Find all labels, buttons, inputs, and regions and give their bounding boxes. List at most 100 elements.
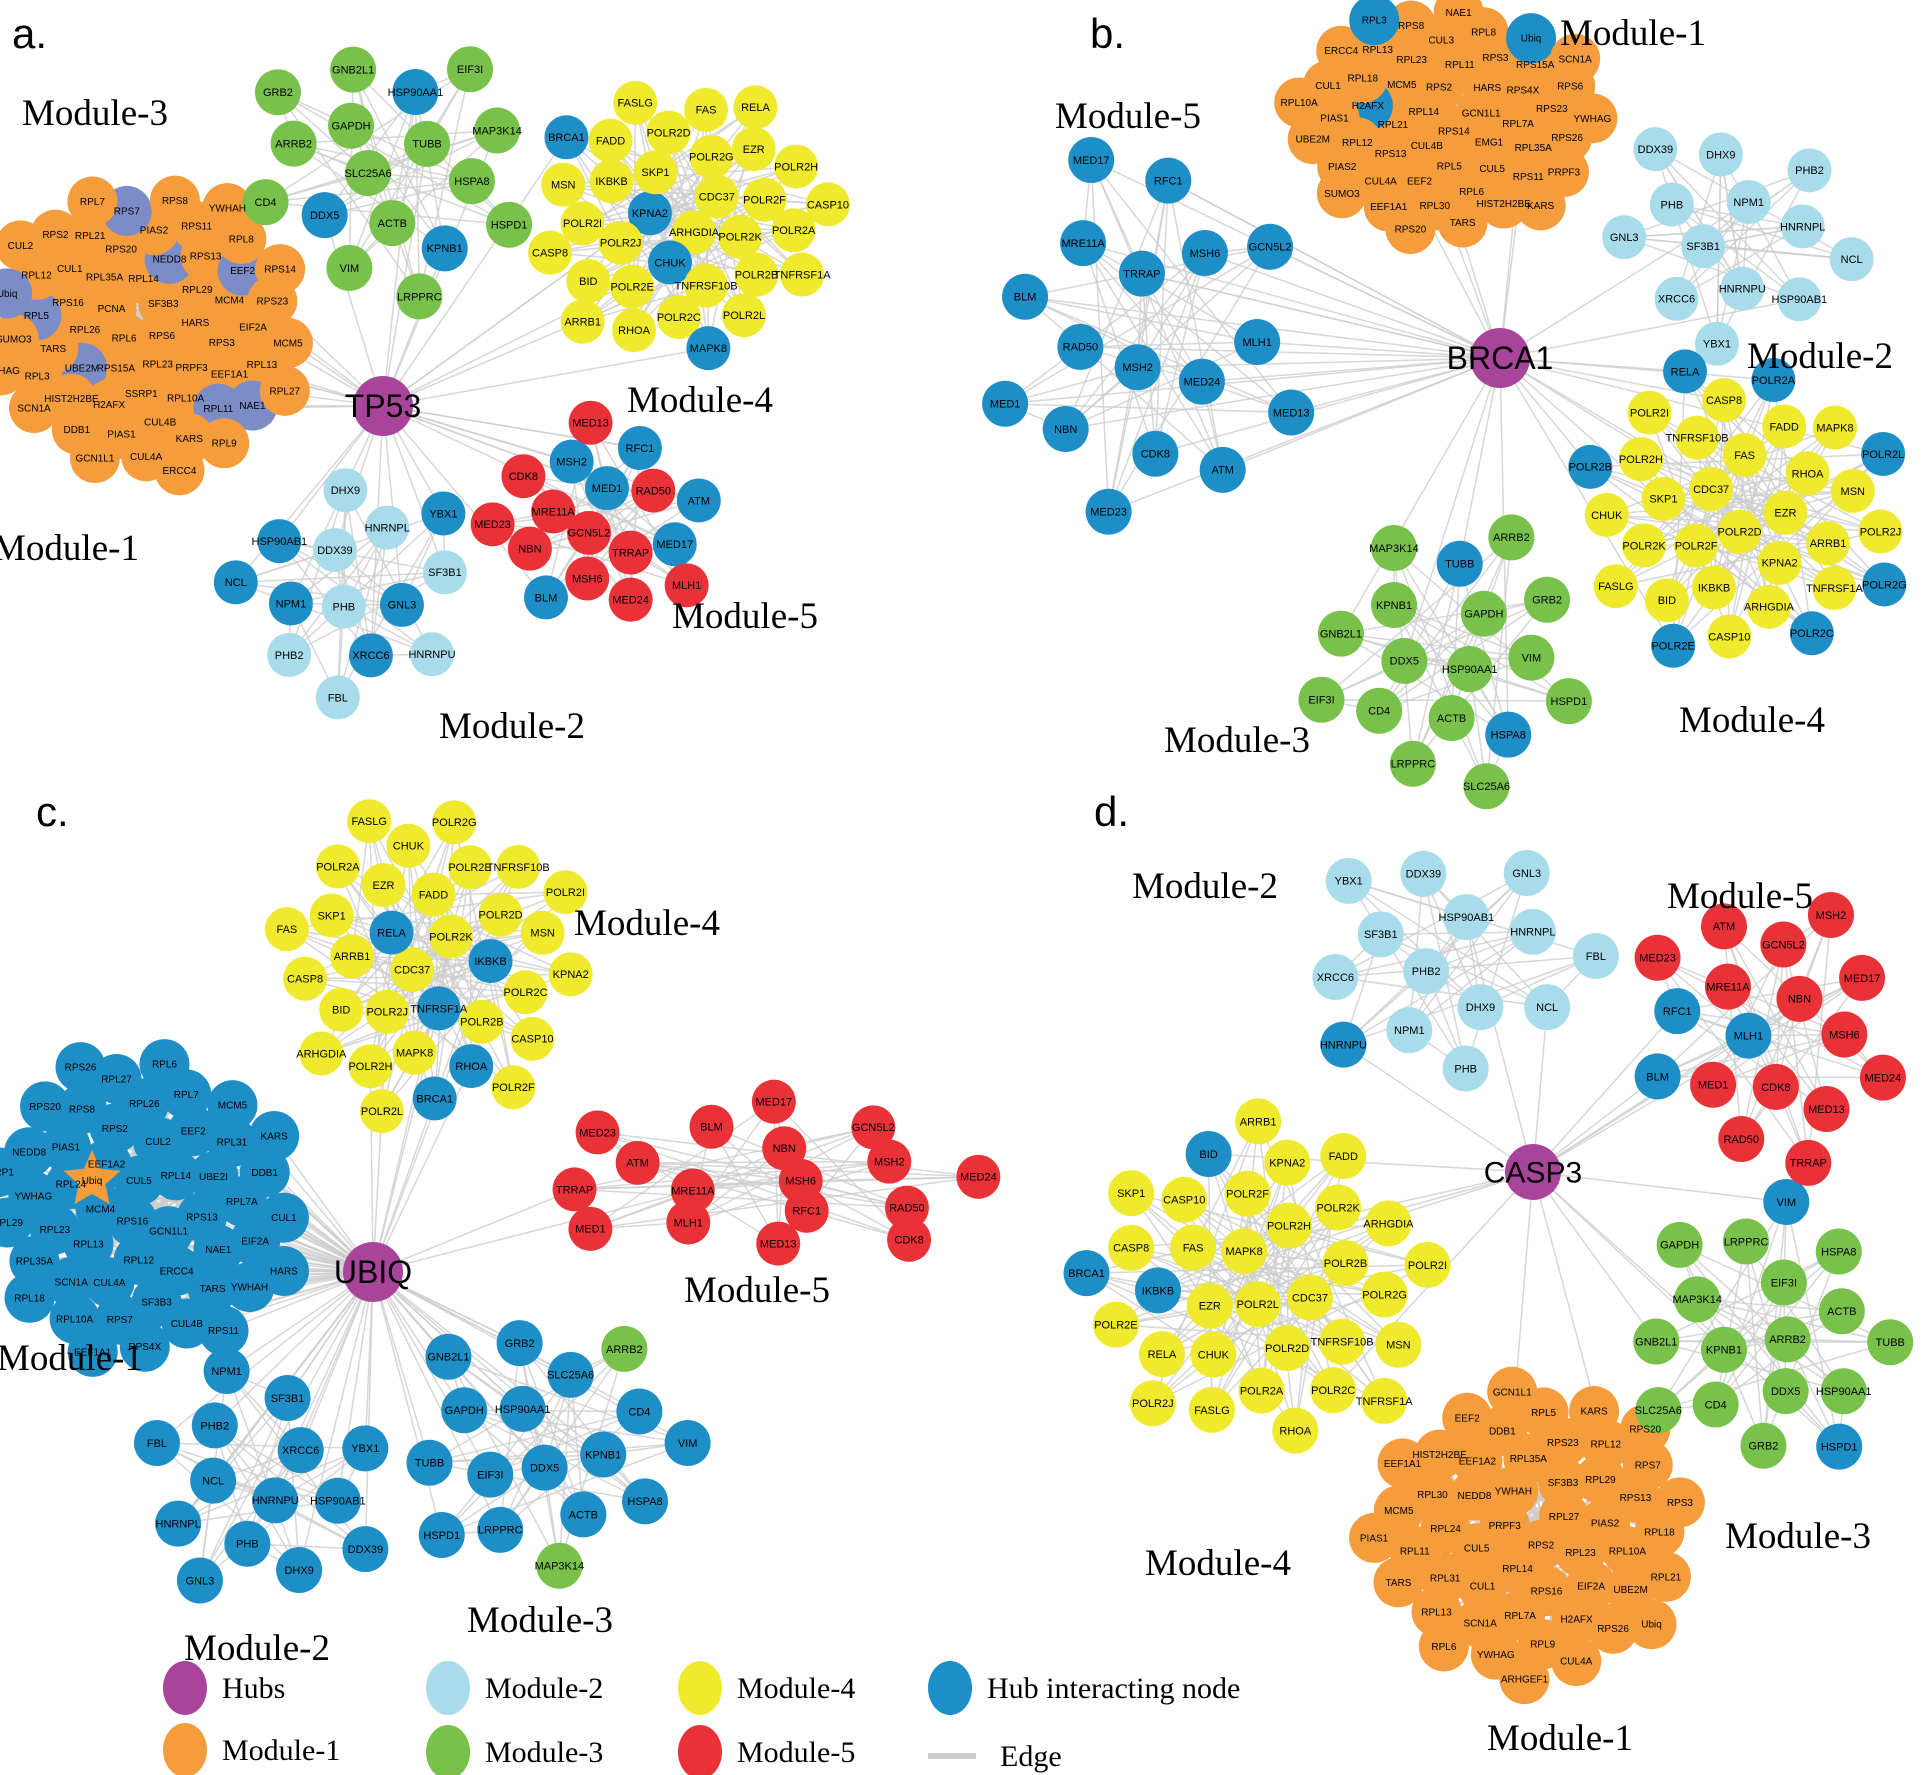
network-node <box>1085 488 1132 535</box>
node-label: TNFRSF1A <box>1806 583 1864 595</box>
node-label: MAPK8 <box>1816 422 1853 434</box>
star-node <box>63 1150 121 1205</box>
network-node <box>1807 891 1854 938</box>
node-label: RPL18 <box>1644 1528 1675 1539</box>
network-node <box>1403 948 1450 995</box>
node-label: POLR2I <box>1408 1260 1447 1272</box>
edge <box>352 69 446 249</box>
node-label: RPS13 <box>1375 149 1407 160</box>
node-label: MSH2 <box>874 1156 905 1168</box>
network-node <box>1385 203 1436 254</box>
edge <box>1348 880 1481 1008</box>
node-label: HSP90AB1 <box>310 1496 366 1508</box>
node-label: PHB2 <box>1795 165 1824 177</box>
node-label: RPL18 <box>1347 74 1378 85</box>
network-node <box>633 150 678 195</box>
node-label: NEDD8 <box>1458 1491 1492 1502</box>
node-label: MSN <box>1386 1340 1411 1352</box>
node-label: POLR2H <box>1619 454 1663 466</box>
network-node <box>1442 1045 1489 1092</box>
network-node <box>627 191 672 236</box>
network-node <box>589 159 634 204</box>
network-node <box>202 183 253 234</box>
node-label: RPS16 <box>52 298 84 309</box>
node-label: YWHAG <box>0 366 20 377</box>
network-node <box>1443 894 1490 941</box>
node-label: PHB <box>236 1539 259 1551</box>
edge <box>235 405 384 583</box>
node-label: RPS11 <box>208 1326 239 1337</box>
labels-layer: RPS16 CUL5 GCN1L1 MCM4 RPL14 RPL12 EEF1A2 RPS13… <box>0 788 997 1669</box>
node-label: RPS20 <box>1395 224 1427 235</box>
node-label: GAPDH <box>1464 609 1503 621</box>
node-label: POLR2C <box>657 312 701 324</box>
network-node <box>1108 1170 1155 1217</box>
node-label: DDX39 <box>1406 869 1441 881</box>
network-node <box>548 952 593 997</box>
module-label: Module-5 <box>684 1270 830 1311</box>
network-node <box>396 273 443 320</box>
node-label: POLR2I <box>563 218 602 230</box>
network-node <box>262 318 313 369</box>
edge <box>1676 169 1811 300</box>
node-label: RPS8 <box>1398 21 1425 32</box>
network-node <box>731 127 776 172</box>
network-node <box>365 505 410 550</box>
node-label: Ubiq <box>1641 1620 1662 1631</box>
node-label: RPL6 <box>1459 187 1484 198</box>
network-node <box>1649 182 1694 227</box>
node-label: BRCA1 <box>548 132 585 144</box>
network-node <box>277 1427 324 1474</box>
node-label: EEF1A1 <box>1370 202 1408 213</box>
node-label: FAS <box>1734 450 1755 462</box>
network-node <box>568 1206 613 1251</box>
network-node <box>584 466 629 511</box>
network-node <box>1320 1133 1367 1180</box>
node-label: RAD50 <box>1724 1134 1759 1146</box>
network-node <box>544 115 589 160</box>
network-node <box>1442 1392 1493 1443</box>
edge <box>298 1271 374 1571</box>
network-node <box>1268 389 1315 436</box>
network-node <box>851 1105 896 1150</box>
edge <box>519 1342 646 1502</box>
node-label: CASP8 <box>287 974 323 986</box>
node-label: TNFRSF1A <box>410 1003 468 1015</box>
network-node <box>369 200 416 247</box>
edge <box>372 1271 431 1463</box>
network-node <box>1593 564 1638 609</box>
edge <box>1005 357 1501 405</box>
node-label: RPS26 <box>65 1063 97 1074</box>
network-node <box>55 1042 106 1093</box>
node-label: POLR2G <box>1862 579 1907 591</box>
edge <box>1005 402 1292 414</box>
node-label: SCN1A <box>55 1278 89 1289</box>
edge <box>1082 242 1258 343</box>
network-node <box>1185 1130 1232 1177</box>
node-label: RPL13 <box>73 1239 104 1250</box>
node-label: RPL7A <box>226 1197 258 1208</box>
network-node <box>666 1200 711 1245</box>
node-label: FASLG <box>1194 1405 1229 1417</box>
node-label: MCM5 <box>1387 80 1417 91</box>
edge <box>1672 488 1712 646</box>
network-node <box>510 1016 555 1061</box>
edge <box>1676 1010 1827 1110</box>
edge <box>279 540 446 574</box>
node-label: SKP1 <box>1649 494 1677 506</box>
node-label: CUL3 <box>1428 36 1454 47</box>
node-label: YBX1 <box>429 508 457 520</box>
legend-label: Module-2 <box>485 1672 603 1705</box>
network-node <box>608 577 653 622</box>
network-node <box>1433 0 1484 38</box>
network-node <box>1588 1603 1639 1654</box>
node-label: GCN1L1 <box>1493 1387 1532 1398</box>
network-node <box>258 1192 309 1243</box>
network-node <box>1690 1061 1737 1108</box>
network-node <box>1776 975 1823 1022</box>
node-label: MRE11A <box>1706 981 1750 993</box>
network-node <box>1787 148 1832 193</box>
module-label: Module-5 <box>1055 96 1201 137</box>
network-node <box>491 1065 536 1110</box>
network-node <box>613 80 658 125</box>
